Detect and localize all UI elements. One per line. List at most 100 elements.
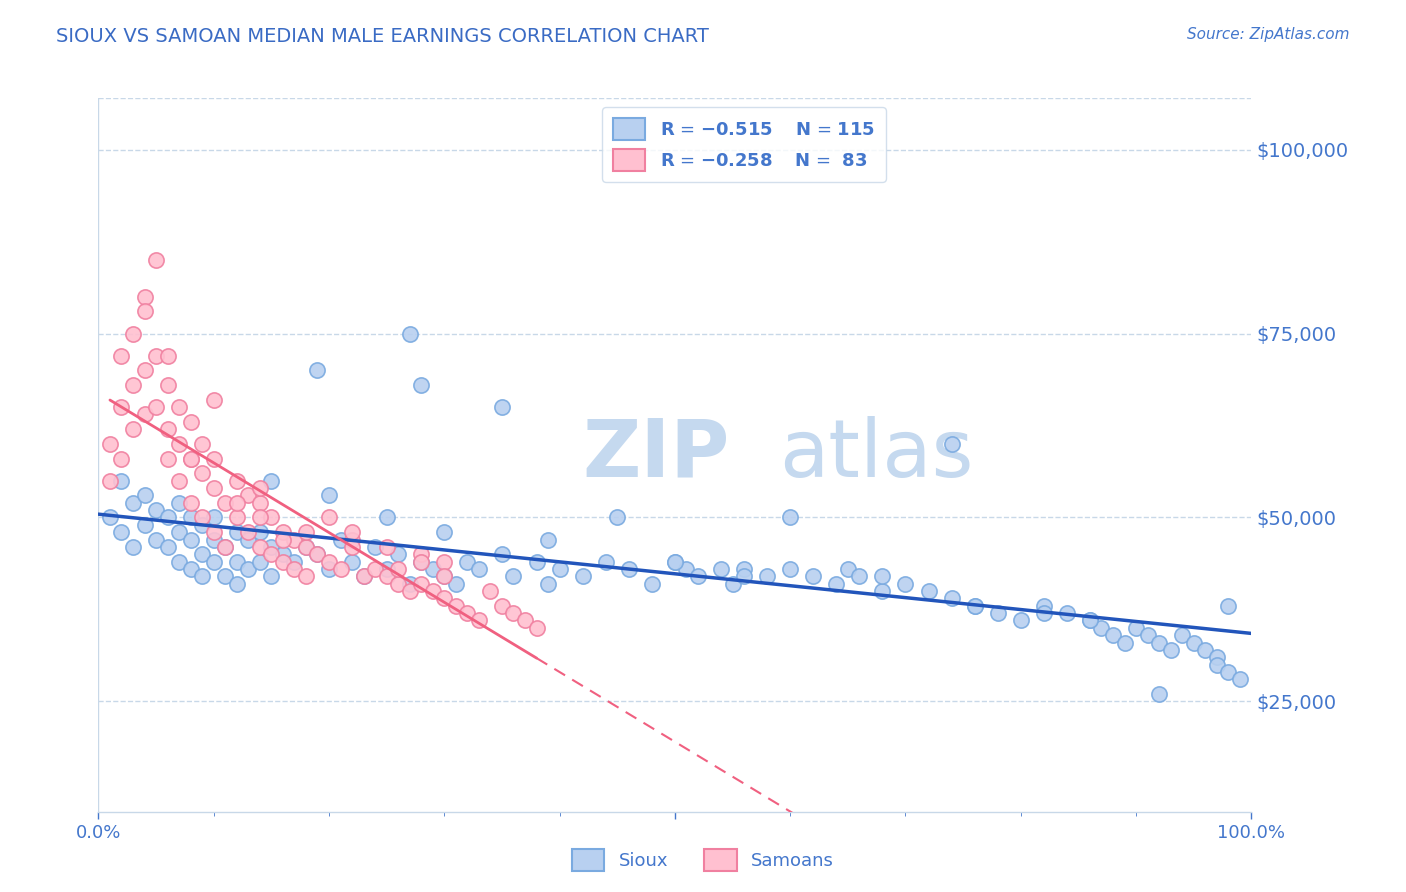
Point (340, 525, 363, 540)
Point (145, 252, 167, 267)
Point (238, 488, 260, 502)
Point (375, 569, 398, 583)
Point (329, 533, 352, 547)
Text: atlas: atlas (779, 416, 973, 494)
Point (502, 606, 524, 620)
Point (318, 510, 340, 524)
Point (202, 533, 225, 547)
Point (145, 400, 167, 414)
Point (156, 540, 179, 554)
Legend: Sioux, Samoans: Sioux, Samoans (565, 842, 841, 879)
Point (156, 378, 179, 392)
Point (180, 451, 202, 466)
Point (156, 349, 179, 363)
Point (1160, 643, 1182, 657)
Point (1147, 635, 1170, 649)
Point (122, 540, 145, 554)
Point (411, 576, 433, 591)
Point (779, 510, 801, 524)
Point (98, 474, 121, 488)
Point (260, 569, 283, 583)
Point (733, 562, 755, 576)
Point (122, 326, 145, 341)
Point (283, 533, 305, 547)
Point (238, 533, 260, 547)
Point (156, 451, 179, 466)
Point (1218, 599, 1240, 613)
Point (444, 576, 467, 591)
Point (364, 540, 387, 554)
Text: Source: ZipAtlas.com: Source: ZipAtlas.com (1187, 27, 1350, 42)
Point (479, 584, 502, 599)
Point (848, 569, 870, 583)
Point (167, 400, 190, 414)
Point (1032, 599, 1054, 613)
Point (295, 540, 318, 554)
Point (1010, 614, 1032, 628)
Point (249, 525, 271, 540)
Point (456, 606, 478, 620)
Point (145, 533, 167, 547)
Point (202, 510, 225, 524)
Point (260, 474, 283, 488)
Text: SIOUX VS SAMOAN MEDIAN MALE EARNINGS CORRELATION CHART: SIOUX VS SAMOAN MEDIAN MALE EARNINGS COR… (56, 27, 709, 45)
Point (963, 599, 986, 613)
Point (686, 569, 709, 583)
Point (98, 510, 121, 524)
Point (180, 451, 202, 466)
Point (468, 562, 491, 576)
Point (156, 422, 179, 436)
Point (191, 467, 214, 481)
Point (180, 510, 202, 524)
Point (433, 525, 456, 540)
Point (145, 349, 167, 363)
Point (134, 408, 156, 422)
Point (837, 562, 859, 576)
Point (526, 621, 548, 635)
Point (180, 533, 202, 547)
Point (779, 562, 801, 576)
Point (283, 562, 305, 576)
Point (214, 496, 236, 510)
Point (375, 510, 398, 524)
Point (1136, 628, 1159, 642)
Point (340, 533, 363, 547)
Point (433, 569, 456, 583)
Point (134, 304, 156, 318)
Point (202, 525, 225, 540)
Point (1078, 614, 1101, 628)
Point (329, 562, 352, 576)
Point (387, 562, 409, 576)
Point (1056, 606, 1078, 620)
Point (1147, 687, 1170, 701)
Point (134, 488, 156, 502)
Point (202, 451, 225, 466)
Point (191, 510, 214, 524)
Point (422, 584, 444, 599)
Point (249, 481, 271, 495)
Point (1194, 643, 1216, 657)
Point (411, 378, 433, 392)
Point (191, 517, 214, 532)
Point (917, 584, 939, 599)
Point (1229, 673, 1251, 687)
Point (641, 576, 664, 591)
Point (433, 569, 456, 583)
Point (1205, 650, 1227, 665)
Point (134, 363, 156, 377)
Point (249, 496, 271, 510)
Point (318, 488, 340, 502)
Point (491, 547, 513, 561)
Point (1032, 606, 1054, 620)
Point (526, 555, 548, 569)
Point (318, 555, 340, 569)
Point (214, 569, 236, 583)
Point (1205, 657, 1227, 672)
Point (295, 540, 318, 554)
Point (110, 474, 132, 488)
Point (202, 392, 225, 407)
Point (411, 555, 433, 569)
Point (260, 540, 283, 554)
Point (375, 562, 398, 576)
Point (606, 510, 628, 524)
